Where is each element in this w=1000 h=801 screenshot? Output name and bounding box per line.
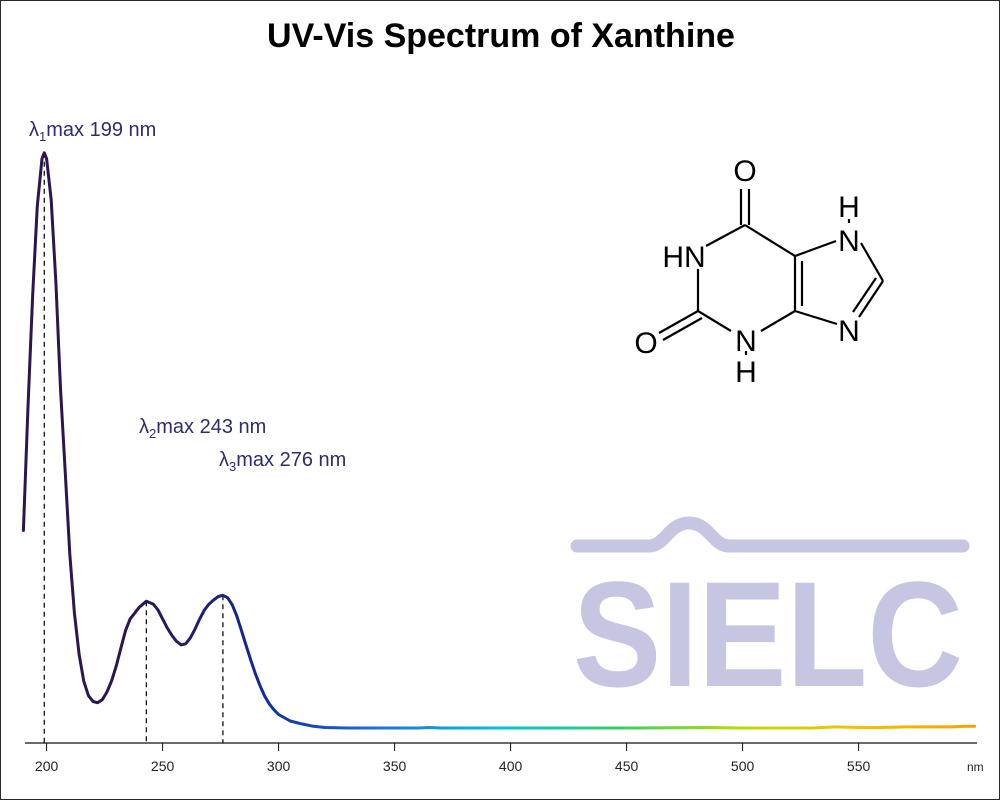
peak-label-lambda: λ [139, 416, 149, 438]
bond-c2-n3 [697, 310, 732, 332]
spectrum-line [21, 151, 977, 730]
atom-o6: O [733, 155, 756, 188]
bond-n7-c8 [860, 242, 884, 282]
peak-label: λ2max 243 nm [139, 416, 266, 441]
xanthine-structure [658, 189, 884, 355]
atom-n3: N [735, 325, 757, 358]
bond-c5-n7 [794, 239, 837, 258]
atom-h3: H [735, 356, 757, 389]
peak-label-subscript: 2 [149, 426, 156, 441]
peak-label-subscript: 1 [39, 129, 46, 144]
sielc-watermark: SIELC [570, 516, 970, 718]
peak-label-lambda: λ [219, 449, 229, 471]
x-tick-label: 300 [267, 758, 291, 774]
peak-label-subscript: 3 [229, 459, 236, 474]
watermark-wave [570, 516, 970, 553]
peak-label: λ1max 199 nm [29, 119, 156, 144]
bond-n3-c4 [760, 310, 796, 332]
bond-c6-n1 [705, 224, 746, 247]
peak-label-value: max 243 nm [156, 416, 266, 438]
bond-c2-o-a [658, 310, 699, 334]
x-tick-label: 200 [35, 758, 59, 774]
bond-c2-o-b [662, 317, 703, 341]
x-axis-ticks: 200 250 300 350 400 450 500 550 [35, 743, 871, 774]
bond-c6-c5 [744, 224, 796, 257]
x-tick-label: 550 [847, 758, 871, 774]
bond-n9-c4 [794, 309, 838, 326]
atom-n9: N [838, 315, 860, 348]
atom-h7: H [838, 191, 860, 224]
atom-n7: N [838, 225, 860, 258]
chart-title: UV-Vis Spectrum of Xanthine [267, 17, 735, 55]
x-tick-label: 500 [731, 758, 755, 774]
x-tick-label: 350 [383, 758, 407, 774]
atom-n1-h: HN [662, 241, 705, 274]
x-tick-label: 250 [151, 758, 175, 774]
xanthine-atom-labels: O HN H N N O N H [634, 155, 860, 389]
peak-label-value: max 276 nm [236, 449, 346, 471]
x-tick-label: 450 [615, 758, 639, 774]
atom-o2: O [634, 327, 657, 360]
x-axis-unit: nm [967, 760, 984, 774]
x-tick-label: 400 [499, 758, 523, 774]
watermark-text: SIELC [573, 550, 963, 718]
peak-label-value: max 199 nm [46, 119, 156, 141]
peak-label: λ3max 276 nm [219, 449, 346, 474]
bond-c8-n9-b [852, 277, 877, 313]
peak-label-lambda: λ [29, 119, 39, 141]
bond-c8-n9-a [858, 280, 884, 318]
